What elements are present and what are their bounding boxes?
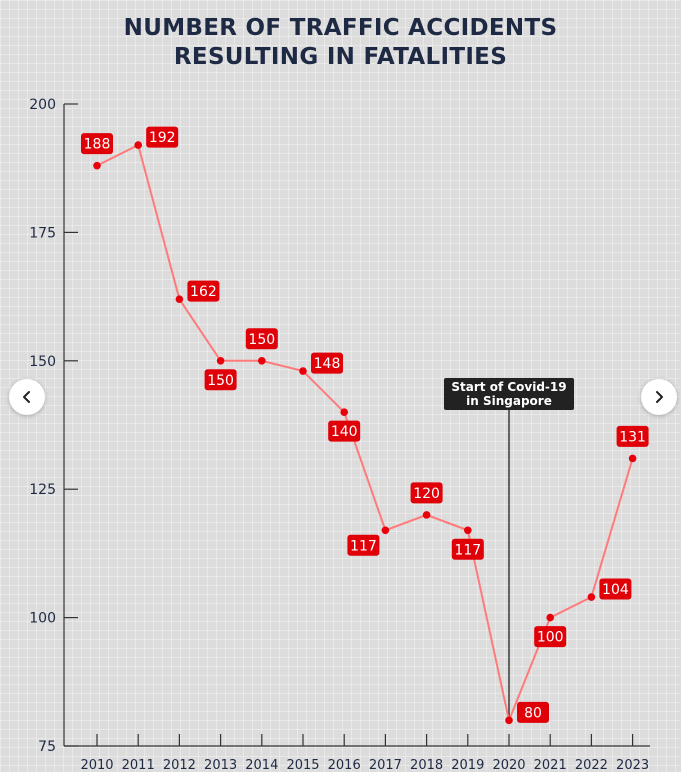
data-label: 188 xyxy=(84,137,111,153)
y-tick-label: 150 xyxy=(29,354,56,370)
data-label-box xyxy=(534,626,567,648)
x-tick-label: 2012 xyxy=(163,758,196,772)
annotation-box xyxy=(444,378,574,410)
y-tick-label: 100 xyxy=(29,611,56,627)
annotation-text: Start of Covid-19 xyxy=(451,380,566,394)
data-label: 100 xyxy=(537,630,564,646)
data-label: 80 xyxy=(524,705,542,721)
data-label: 131 xyxy=(619,429,646,445)
x-tick-label: 2013 xyxy=(204,758,237,772)
data-label: 150 xyxy=(207,373,234,389)
data-point xyxy=(216,357,225,365)
chart-title-line-1: NUMBER OF TRAFFIC ACCIDENTS xyxy=(123,15,558,41)
data-point xyxy=(258,357,266,365)
x-tick-label: 2018 xyxy=(410,758,443,772)
chart-title: NUMBER OF TRAFFIC ACCIDENTS RESULTING IN… xyxy=(0,14,681,72)
x-tick-label: 2022 xyxy=(575,758,608,772)
data-point xyxy=(175,295,184,303)
annotation-text: in Singapore xyxy=(466,394,552,408)
data-point xyxy=(299,367,307,375)
carousel-next-button[interactable] xyxy=(641,379,677,415)
data-label: 120 xyxy=(413,486,440,502)
data-point xyxy=(381,526,390,535)
data-point xyxy=(505,716,513,725)
x-tick-label: 2010 xyxy=(80,758,113,772)
x-tick-label: 2023 xyxy=(616,758,649,772)
x-tick-label: 2021 xyxy=(534,758,567,772)
chevron-right-icon xyxy=(656,391,663,403)
carousel-prev-button[interactable] xyxy=(9,379,45,415)
x-tick-label: 2020 xyxy=(492,758,525,772)
data-point xyxy=(93,161,101,170)
y-tick-label: 125 xyxy=(29,482,56,498)
data-point xyxy=(587,593,596,601)
y-tick-label: 200 xyxy=(29,97,56,113)
x-tick-label: 2019 xyxy=(451,758,484,772)
chart-title-line-2: RESULTING IN FATALITIES xyxy=(173,44,508,70)
x-tick-label: 2016 xyxy=(328,758,361,772)
data-label-box xyxy=(187,280,220,302)
data-label-box xyxy=(451,538,484,560)
data-point xyxy=(628,454,637,463)
data-label: 162 xyxy=(190,284,217,300)
data-label-box xyxy=(146,126,179,148)
data-label-box xyxy=(204,369,237,391)
x-tick-label: 2011 xyxy=(122,758,155,772)
data-label-box xyxy=(517,701,549,723)
data-label: 150 xyxy=(248,332,275,348)
data-label-box xyxy=(328,420,361,442)
data-label-box xyxy=(245,328,278,350)
data-point xyxy=(422,511,431,519)
x-tick-label: 2014 xyxy=(245,758,278,772)
data-point xyxy=(340,408,349,416)
data-label-box xyxy=(347,534,380,556)
y-tick-label: 175 xyxy=(29,225,56,241)
data-point xyxy=(546,613,554,622)
data-label: 104 xyxy=(602,582,629,598)
data-label: 148 xyxy=(314,356,341,372)
data-label: 117 xyxy=(454,542,481,558)
data-label-box xyxy=(410,482,443,504)
x-tick-label: 2015 xyxy=(286,758,319,772)
data-label-box xyxy=(81,133,113,155)
y-tick-label: 75 xyxy=(38,739,56,755)
data-label: 192 xyxy=(149,130,176,146)
x-tick-label: 2017 xyxy=(369,758,402,772)
data-label-box xyxy=(599,578,632,600)
data-label: 117 xyxy=(350,538,377,554)
data-label-box xyxy=(311,352,343,374)
chevron-left-icon xyxy=(23,391,30,403)
data-label: 140 xyxy=(331,424,358,440)
data-label-box xyxy=(616,425,649,447)
data-point xyxy=(464,526,472,535)
data-point xyxy=(134,141,142,149)
